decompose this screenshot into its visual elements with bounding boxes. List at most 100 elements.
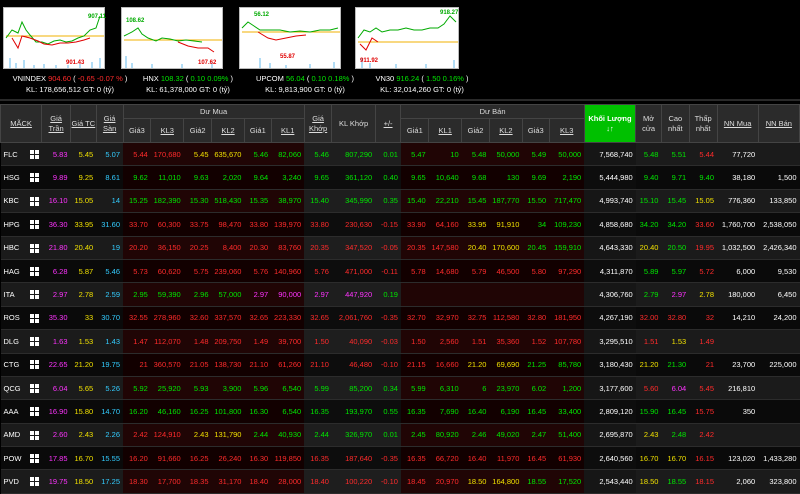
table-row[interactable]: POW 17.85 16.70 15.55 16.20 91,660 16.25 26,240… [0,446,800,471]
symbol-cell[interactable]: HSG [0,165,28,190]
symbol-cell[interactable]: DLG [0,329,28,354]
header-change[interactable]: +/- [374,104,402,143]
grid-icon[interactable] [29,173,39,183]
symbol-cell[interactable]: POW [0,446,28,471]
table-row[interactable]: QCG 6.04 5.65 5.26 5.92 25,920 5.93 3,900 5.96 6,… [0,376,800,401]
header-symbol[interactable]: MÃCK [0,104,43,143]
header-ask-vol1[interactable]: KL1 [428,118,463,143]
ask-price1-cell: 16.35 [400,399,429,424]
table-row[interactable]: ITA 2.97 2.78 2.59 2.95 59,390 2.96 57,000 2.97 9… [0,282,800,307]
grid-icon[interactable] [27,399,42,424]
header-bid-vol3[interactable]: KL3 [150,118,185,143]
symbol-cell[interactable]: CTG [0,353,28,377]
grid-icon[interactable] [27,376,42,401]
grid-icon[interactable] [29,360,39,370]
header-match-price[interactable]: Giá Khớp [303,104,333,143]
grid-icon[interactable] [27,446,42,471]
table-row[interactable]: HBC 21.80 20.40 19 20.20 36,150 20.25 8,400 20.3… [0,236,800,260]
header-ask-price1[interactable]: Giá1 [400,118,430,143]
table-row[interactable]: KBC 16.10 15.05 14 15.25 182,390 15.30 518,430 1… [0,189,800,214]
header-total-volume[interactable]: Khối Lượng ↓↑ [583,104,637,143]
grid-icon[interactable] [29,337,39,347]
header-foreign-buy[interactable]: NN Mua [716,104,759,143]
table-row[interactable]: FLC 5.83 5.45 5.07 5.44 170,680 5.45 635,670 5.4… [0,142,800,167]
ask-price1-cell: 5.99 [400,376,429,401]
table-row[interactable]: HSG 9.89 9.25 8.61 9.62 11,010 9.63 2,020 9.64 3,… [0,165,800,190]
table-row[interactable]: HPG 36.30 33.95 31.60 33.70 60,300 33.75 98,470… [0,212,800,237]
symbol-cell[interactable]: FLC [0,142,28,167]
symbol-cell[interactable]: ROS [0,306,28,331]
grid-icon[interactable] [27,353,42,377]
header-reference[interactable]: Giá TC [70,104,97,143]
index-change: 0.10 [190,74,206,83]
header-bid-price1[interactable]: Giá1 [243,118,272,143]
header-ask-price3[interactable]: Giá3 [521,118,550,143]
header-high[interactable]: Cao nhất [660,104,690,143]
table-row[interactable]: AAA 16.90 15.80 14.70 16.20 46,160 16.25 101,80… [0,399,800,424]
total-volume-cell: 3,180,430 [584,353,636,377]
header-ask-price2[interactable]: Giá2 [461,118,490,143]
symbol-cell[interactable]: HPG [0,212,28,237]
grid-icon[interactable] [29,430,39,440]
high-cell: 21.30 [661,353,690,377]
grid-icon[interactable] [27,329,42,354]
grid-icon[interactable] [27,306,42,331]
grid-icon[interactable] [29,220,39,230]
low-cell: 2.42 [689,423,718,448]
grid-icon[interactable] [27,212,42,237]
grid-icon[interactable] [29,290,39,300]
change-cell: 0.01 [375,423,401,448]
header-foreign-sell[interactable]: NN Bán [757,104,800,143]
grid-icon[interactable] [27,142,42,167]
symbol-cell[interactable]: AAA [0,399,28,424]
total-volume-cell: 7,568,740 [584,142,636,167]
header-ask-vol3[interactable]: KL3 [548,118,585,143]
grid-icon[interactable] [27,423,42,448]
grid-icon[interactable] [27,259,42,284]
header-bid-price3[interactable]: Giá3 [122,118,152,143]
san-cell: 19.75 [96,353,123,377]
grid-icon[interactable] [29,477,39,487]
header-ceiling[interactable]: Giá Trần [41,104,71,143]
grid-icon[interactable] [29,313,39,323]
header-bid-vol1[interactable]: KL1 [270,118,305,143]
grid-icon[interactable] [27,165,42,190]
header-match-volume[interactable]: KL Khớp [331,104,376,143]
table-row[interactable]: AMD 2.60 2.43 2.26 2.42 124,910 2.43 131,790 2.4… [0,423,800,448]
symbol-cell[interactable]: PVD [0,469,28,494]
header-floor[interactable]: Giá Sàn [95,104,124,143]
grid-icon[interactable] [29,243,39,253]
bid-vol3-cell: 17,700 [150,469,184,494]
symbol-cell[interactable]: HBC [0,236,28,260]
low-cell: 1.49 [689,329,718,354]
bid-price3-cell: 1.47 [123,329,151,354]
header-ask-vol2[interactable]: KL2 [488,118,523,143]
symbol-cell[interactable]: AMD [0,423,28,448]
header-bid-vol2[interactable]: KL2 [211,118,245,143]
symbol-cell[interactable]: ITA [0,282,28,307]
table-row[interactable]: DLG 1.63 1.53 1.43 1.47 112,070 1.48 209,750 1.4… [0,329,800,354]
table-row[interactable]: ROS 35.30 33 30.70 32.55 278,960 32.60 337,570 3… [0,306,800,331]
table-row[interactable]: PVD 19.75 18.50 17.25 18.30 17,700 18.35 31,170… [0,469,800,494]
symbol-cell[interactable]: QCG [0,376,28,401]
grid-icon[interactable] [29,266,39,276]
open-cell: 16.70 [635,446,662,471]
grid-icon[interactable] [29,454,39,464]
header-open[interactable]: Mở cửa [635,104,662,143]
grid-icon[interactable] [27,282,42,307]
table-row[interactable]: CTG 22.65 21.20 19.75 21 360,570 21.05 138,730 2… [0,353,800,377]
grid-icon[interactable] [27,236,42,260]
symbol-cell[interactable]: KBC [0,189,28,214]
index-stats-vn30: KL: 32,014,260 GT: 0 (tỷ) [380,85,464,94]
grid-icon[interactable] [29,149,39,159]
symbol-cell[interactable]: HAG [0,259,28,284]
grid-icon[interactable] [29,196,39,206]
grid-icon[interactable] [29,407,39,417]
grid-icon[interactable] [27,189,42,214]
grid-icon[interactable] [29,383,39,393]
header-bid-price2[interactable]: Giá2 [183,118,213,143]
header-low[interactable]: Thấp nhất [688,104,718,143]
table-row[interactable]: HAG 6.28 5.87 5.46 5.73 60,620 5.75 239,060 5.76… [0,259,800,284]
grid-icon[interactable] [27,469,42,494]
ask-vol1-cell [428,282,462,307]
